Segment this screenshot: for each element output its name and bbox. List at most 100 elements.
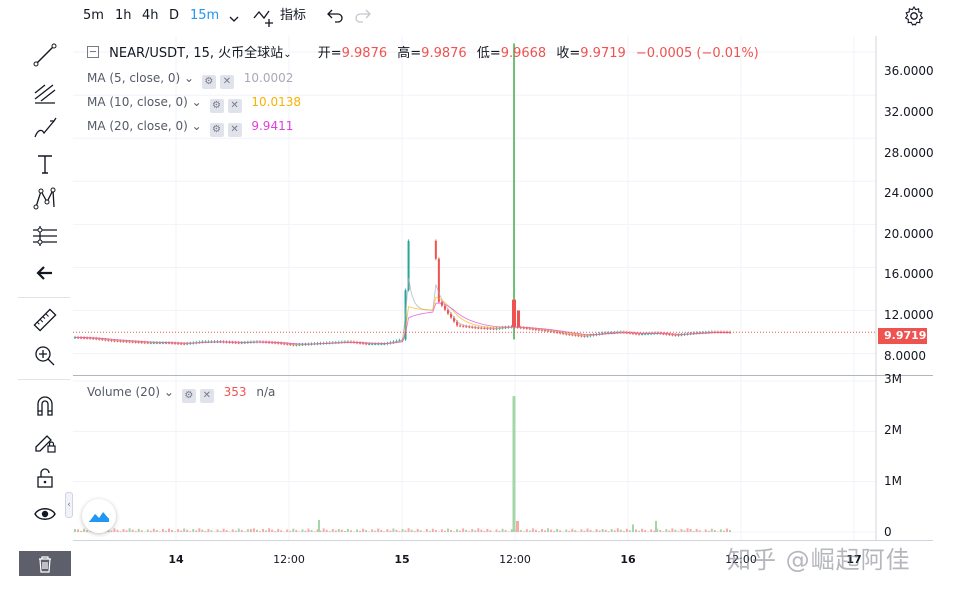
volume-bar <box>680 529 683 532</box>
volume-bar <box>510 529 513 532</box>
close-icon[interactable]: ✕ <box>227 123 242 137</box>
collapse-toolbar-handle[interactable]: ‹ <box>65 492 73 518</box>
volume-bar <box>204 530 207 532</box>
candle-body <box>152 342 155 344</box>
candle-body <box>589 335 592 337</box>
candle-body <box>544 330 547 332</box>
volume-bar <box>446 528 449 532</box>
candle-body <box>146 342 149 344</box>
volume-bar <box>152 528 155 532</box>
candle-body <box>495 328 498 330</box>
candle-body <box>198 341 201 343</box>
candle-body <box>440 301 443 306</box>
volume-bar <box>507 531 510 532</box>
redo-icon[interactable] <box>354 7 372 29</box>
interval-4h[interactable]: 4h <box>142 8 159 23</box>
time-tick: 12:00 <box>725 553 757 566</box>
tradingview-logo[interactable] <box>82 499 116 533</box>
interval-5m[interactable]: 5m <box>83 8 104 23</box>
volume-bar <box>528 530 531 532</box>
indicator-value: 9.9411 <box>251 119 294 133</box>
indicators-icon[interactable] <box>252 6 276 32</box>
candle-body <box>207 341 210 343</box>
interval-d[interactable]: D <box>169 8 180 23</box>
arrow-left-icon[interactable] <box>28 258 62 288</box>
undo-icon[interactable] <box>326 7 344 29</box>
trash-icon[interactable] <box>19 551 71 576</box>
volume-bar <box>565 529 568 532</box>
lock-drawing-icon[interactable] <box>28 427 62 457</box>
settings-icon[interactable]: ⚙ <box>201 75 216 89</box>
candle-body <box>386 343 389 345</box>
candle-body <box>289 344 292 346</box>
chevron-down-icon[interactable]: ⌄ <box>283 49 292 60</box>
volume-bar <box>83 528 86 532</box>
settings-icon[interactable] <box>903 5 925 31</box>
chevron-down-icon[interactable]: ⌄ <box>163 385 174 399</box>
candle-body <box>650 333 653 335</box>
volume-bar <box>559 530 562 532</box>
volume-bar <box>377 528 380 532</box>
candle-body <box>249 341 252 343</box>
candle-body <box>292 344 295 346</box>
volume-bar <box>280 530 283 532</box>
brush-icon[interactable] <box>28 113 62 143</box>
interval-15m[interactable]: 15m <box>190 8 220 23</box>
text-icon[interactable] <box>28 149 62 179</box>
volume-bar <box>547 528 550 532</box>
fib-icon[interactable] <box>28 77 62 107</box>
magnet-icon[interactable] <box>28 391 62 421</box>
candle-body <box>671 334 674 336</box>
settings-icon[interactable]: ⚙ <box>209 123 224 137</box>
eye-icon[interactable] <box>28 499 62 529</box>
candle-body <box>95 338 98 340</box>
chevron-down-icon[interactable]: ⌄ <box>184 71 195 85</box>
volume-bar <box>641 528 644 532</box>
volume-bar <box>219 530 222 532</box>
volume-bar <box>137 528 140 532</box>
candle-body <box>128 341 131 343</box>
indicator-ma10[interactable]: MA (10, close, 0) ⌄ ⚙ ✕ 10.0138 <box>87 95 301 113</box>
symbol-title[interactable]: NEAR/USDT, 15, 火币全球站 <box>109 46 284 61</box>
close-icon[interactable]: ✕ <box>219 75 234 89</box>
chevron-down-icon[interactable] <box>228 10 240 29</box>
volume-bar <box>707 530 710 532</box>
ruler-icon[interactable] <box>28 305 62 335</box>
settings-icon[interactable]: ⚙ <box>181 389 196 403</box>
candle-body <box>729 332 731 334</box>
indicator-ma20[interactable]: MA (20, close, 0) ⌄ ⚙ ✕ 9.9411 <box>87 119 293 137</box>
volume-bar <box>625 528 628 532</box>
indicator-name[interactable]: MA (10, close, 0) <box>87 95 188 109</box>
volume-bar <box>158 531 161 532</box>
volume-legend[interactable]: Volume (20) ⌄ ⚙ ✕ 353 n/a <box>87 385 275 403</box>
indicator-name[interactable]: Volume (20) <box>87 385 161 399</box>
volume-bar <box>477 528 480 532</box>
pattern-icon[interactable] <box>28 184 62 214</box>
volume-bar <box>574 530 577 532</box>
chevron-down-icon[interactable]: ⌄ <box>191 95 202 109</box>
zoom-in-icon[interactable] <box>28 341 62 371</box>
chevron-down-icon[interactable]: ⌄ <box>191 119 202 133</box>
volume-bar <box>325 529 328 532</box>
settings-icon[interactable]: ⚙ <box>209 99 224 113</box>
candle-body <box>583 335 586 337</box>
volume-bar <box>334 530 337 532</box>
projection-icon[interactable] <box>28 221 62 251</box>
volume-bar <box>553 530 556 532</box>
indicators-button[interactable]: 指标 <box>280 8 307 23</box>
unlock-icon[interactable] <box>28 463 62 493</box>
indicator-ma5[interactable]: MA (5, close, 0) ⌄ ⚙ ✕ 10.0002 <box>87 71 293 89</box>
volume-bar <box>265 530 268 532</box>
close-icon[interactable]: ✕ <box>199 389 214 403</box>
trend-line-icon[interactable] <box>28 40 62 70</box>
candle-body <box>274 342 277 344</box>
close-icon[interactable]: ✕ <box>227 99 242 113</box>
high-label: 高= <box>397 46 422 61</box>
indicator-name[interactable]: MA (5, close, 0) <box>87 71 181 85</box>
interval-1h[interactable]: 1h <box>115 8 132 23</box>
volume-bar <box>177 529 180 532</box>
legend-collapse-icon[interactable] <box>87 46 99 58</box>
indicator-name[interactable]: MA (20, close, 0) <box>87 119 188 133</box>
